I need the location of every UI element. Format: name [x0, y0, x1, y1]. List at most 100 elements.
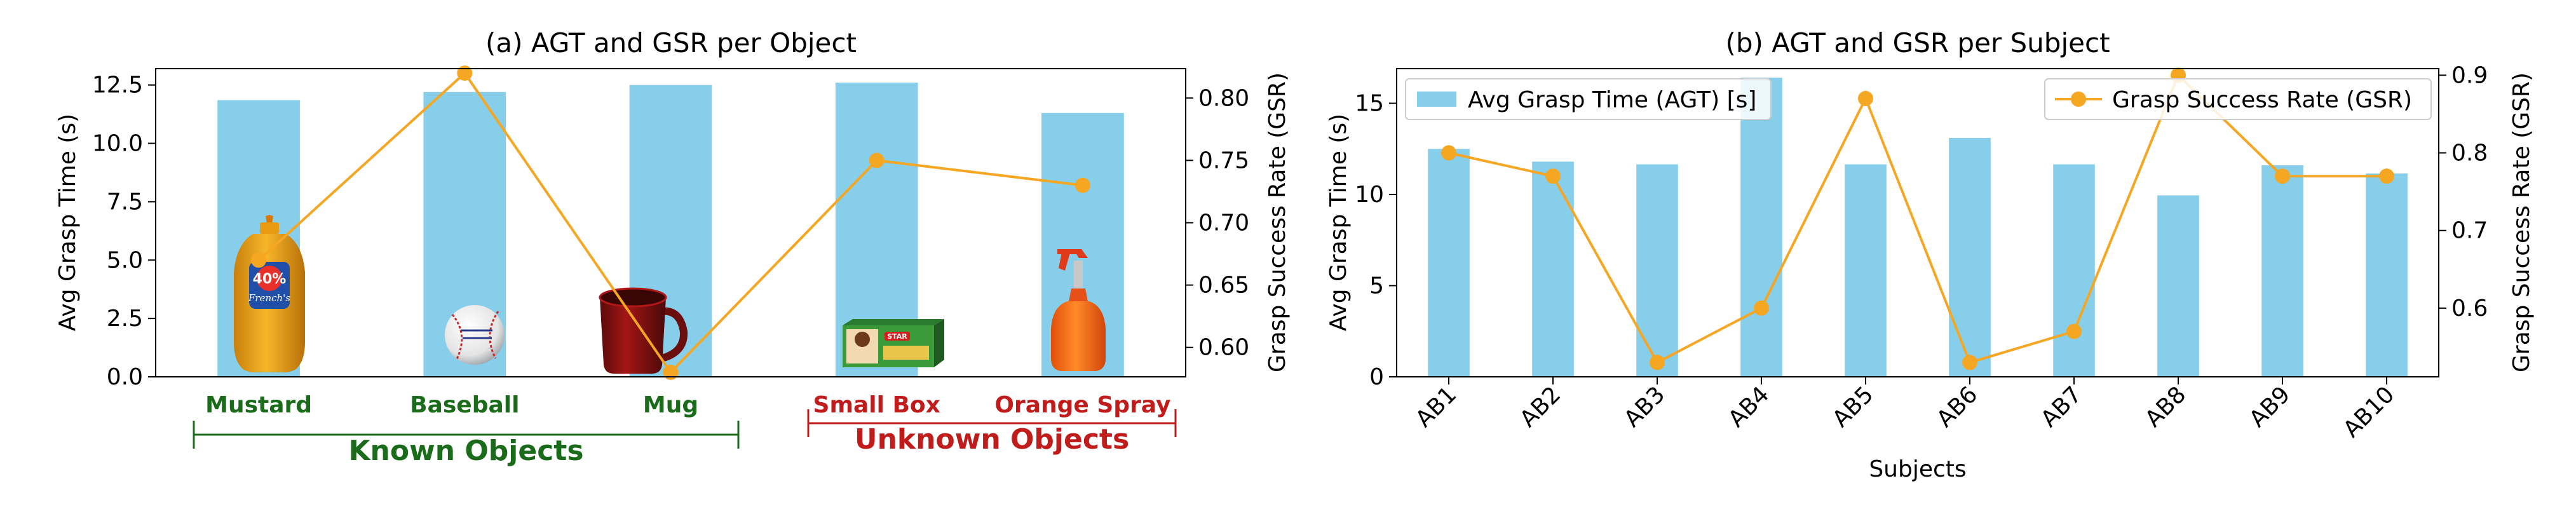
gsr-point-ab6 [1962, 355, 1977, 370]
mustard-bottle-icon: 40% French's [234, 215, 305, 372]
y2-tick-label: 0.7 [2451, 218, 2488, 244]
bar-ab5 [1845, 164, 1887, 377]
svg-text:40%: 40% [253, 271, 287, 287]
bar-ab9 [2261, 165, 2303, 377]
chart-b-gsr-line [1448, 72, 2387, 365]
x-tick-label: AB1 [1411, 381, 1461, 432]
legend-gsr-label: Grasp Success Rate (GSR) [2112, 87, 2412, 113]
x-tick-label: AB2 [1515, 381, 1566, 432]
category-label: Orange Spray [994, 392, 1170, 418]
bar-ab3 [1636, 164, 1678, 377]
gsr-point-ab10 [2379, 168, 2394, 184]
chart-b-bars [1428, 78, 2408, 377]
x-tick-label: AB8 [2140, 381, 2191, 432]
chart-b-gsr-points [1441, 67, 2394, 370]
chart-b-plot-frame [1396, 68, 2439, 377]
legend-agt-label: Avg Grasp Time (AGT) [s] [1468, 87, 1756, 113]
y-tick-label: 12.5 [92, 72, 143, 98]
chart-a-y2-axis-label: Grasp Success Rate (GSR) [1264, 72, 1291, 372]
gsr-point-small-box [869, 153, 885, 168]
y2-tick-label: 0.9 [2451, 62, 2488, 88]
chart-b-legend-gsr: Grasp Success Rate (GSR) [2044, 78, 2432, 120]
bar-ab8 [2157, 195, 2199, 377]
baseball-icon [445, 305, 505, 365]
chart-b-legend-agt: Avg Grasp Time (AGT) [s] [1405, 78, 1772, 120]
legend-gsr-marker [2071, 92, 2086, 107]
chart-b-y-axis-label: Avg Grasp Time (s) [1325, 114, 1352, 331]
x-tick-label: AB5 [1827, 381, 1878, 432]
y-tick-label: 10.0 [92, 131, 143, 157]
group-label: Unknown Objects [855, 423, 1129, 456]
chart-a-object-images: 40% French's STA [234, 215, 1106, 374]
chart-a-category-labels: Mustard Baseball Mug Small Box Orange Spray [205, 392, 1170, 418]
y-tick-label: 10 [1355, 182, 1384, 208]
legend-agt-swatch [1417, 92, 1456, 107]
y2-tick-label: 0.75 [1198, 147, 1249, 173]
group-bracket [193, 421, 740, 449]
bar-ab4 [1740, 78, 1782, 377]
svg-text:STAR: STAR [887, 332, 907, 341]
bar-ab1 [1428, 149, 1470, 377]
chart-a-gsr-points [251, 65, 1090, 380]
group-label: Known Objects [348, 435, 583, 467]
chart-a-group-brackets: Known Objects Unknown Objects [193, 409, 1177, 467]
x-tick-label: AB7 [2036, 381, 2087, 432]
chart-b-y2-ticks: 0.6 0.7 0.8 0.9 [2439, 62, 2488, 322]
bar-ab7 [2053, 164, 2095, 377]
gsr-point-ab2 [1545, 168, 1561, 184]
y2-tick-label: 0.8 [2451, 140, 2488, 166]
x-tick-label: AB9 [2244, 381, 2295, 432]
y-tick-label: 5.0 [107, 247, 143, 273]
category-label: Baseball [410, 392, 519, 418]
chart-b-title: (b) AGT and GSR per Subject [1725, 27, 2110, 58]
chart-b-y2-axis-label: Grasp Success Rate (GSR) [2509, 72, 2535, 372]
y2-tick-label: 0.70 [1198, 210, 1249, 236]
y-tick-label: 0.0 [107, 364, 143, 390]
category-label: Small Box [813, 392, 940, 418]
chart-a-bars [217, 83, 1124, 377]
y-tick-label: 2.5 [107, 306, 143, 332]
bar-ab6 [1949, 138, 1991, 377]
chart-a-title: (a) AGT and GSR per Object [485, 27, 857, 58]
chart-b-tick-labels: AB1 AB2 AB3 AB4 AB5 AB6 AB7 AB8 AB9 AB10 [1411, 377, 2399, 443]
y2-tick-label: 0.60 [1198, 335, 1249, 361]
chart-a-y-ticks: 0.0 2.5 5.0 7.5 10.0 12.5 [92, 72, 156, 390]
category-label: Mustard [205, 392, 312, 418]
gsr-point-ab9 [2275, 168, 2290, 184]
group-bracket [807, 409, 1177, 437]
gsr-point-ab5 [1858, 91, 1873, 107]
category-label: Mug [643, 392, 698, 418]
bar-ab10 [2366, 173, 2408, 377]
y-tick-label: 5 [1369, 273, 1384, 299]
y2-tick-label: 0.80 [1198, 85, 1249, 111]
orange-spray-icon [1051, 249, 1106, 371]
chart-a-y2-ticks: 0.60 0.65 0.70 0.75 0.80 [1186, 85, 1249, 361]
gsr-point-ab7 [2066, 323, 2082, 339]
y2-tick-label: 0.65 [1198, 273, 1249, 299]
gsr-point-ab3 [1650, 355, 1665, 370]
chart-a: (a) AGT and GSR per Object 40% French's [55, 27, 1291, 467]
svg-text:French's: French's [248, 292, 290, 304]
x-tick-label: AB3 [1619, 381, 1670, 432]
chart-b-y-ticks: 0 5 10 15 [1355, 91, 1397, 390]
y-tick-label: 7.5 [107, 189, 143, 215]
gsr-point-mustard [251, 252, 267, 268]
x-tick-label: AB4 [1723, 381, 1774, 432]
chart-b-x-axis-label: Subjects [1869, 456, 1966, 482]
gsr-point-ab4 [1754, 300, 1769, 316]
x-tick-label: AB10 [2338, 381, 2399, 442]
gsr-point-orange-spray [1074, 177, 1090, 193]
y-tick-label: 0 [1369, 364, 1384, 390]
mug-icon [599, 287, 688, 374]
y-tick-label: 15 [1355, 91, 1384, 117]
chart-a-y-axis-label: Avg Grasp Time (s) [55, 114, 81, 331]
gsr-point-ab1 [1441, 145, 1456, 161]
x-tick-label: AB6 [1932, 381, 1983, 432]
gsr-point-baseball [457, 65, 473, 81]
small-box-icon: STAR [843, 319, 944, 367]
y2-tick-label: 0.6 [2451, 295, 2488, 322]
gsr-point-mug [663, 364, 679, 380]
bar-ab2 [1532, 161, 1574, 377]
